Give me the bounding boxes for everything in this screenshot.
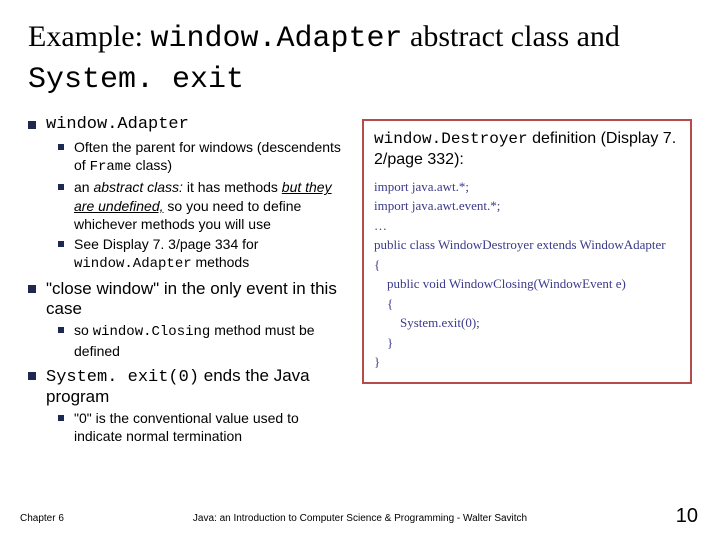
bullet-text: window.Adapter <box>46 115 189 134</box>
sub-bullet-text: an abstract class: it has methods but th… <box>74 178 348 233</box>
sub-bullet: so window.Closing method must be defined <box>58 321 348 359</box>
code-box: window.Destroyer definition (Display 7. … <box>362 119 692 384</box>
bullet-icon <box>28 121 36 129</box>
sub-bullet-text: See Display 7. 3/page 334 for window.Ada… <box>74 235 348 273</box>
sub-bullet-text: "0" is the conventional value used to in… <box>74 409 348 445</box>
sub-bullet: See Display 7. 3/page 334 for window.Ada… <box>58 235 348 273</box>
bullet-icon <box>58 184 64 190</box>
bullet-text: System. exit(0) ends the Java program <box>46 366 348 407</box>
bullet-close-window: "close window" in the only event in this… <box>28 279 348 319</box>
bullet-icon <box>58 415 64 421</box>
slide-title: Example: window.Adapter abstract class a… <box>28 18 692 99</box>
right-column: window.Destroyer definition (Display 7. … <box>362 113 692 447</box>
slide: Example: window.Adapter abstract class a… <box>0 0 720 540</box>
bullet-system-exit: System. exit(0) ends the Java program <box>28 366 348 407</box>
footer-book-title: Java: an Introduction to Computer Scienc… <box>193 513 527 524</box>
footer-chapter: Chapter 6 <box>20 513 64 524</box>
left-column: window.Adapter Often the parent for wind… <box>28 113 348 447</box>
sub-bullet: an abstract class: it has methods but th… <box>58 178 348 233</box>
bullet-text: "close window" in the only event in this… <box>46 279 348 319</box>
sub-bullet: Often the parent for windows (descendent… <box>58 138 348 176</box>
bullet-icon <box>28 285 36 293</box>
bullet-icon <box>58 144 64 150</box>
sub-bullet-text: so window.Closing method must be defined <box>74 321 348 359</box>
content-area: window.Adapter Often the parent for wind… <box>28 113 692 447</box>
bullet-icon <box>58 327 64 333</box>
sub-bullet: "0" is the conventional value used to in… <box>58 409 348 445</box>
bullet-icon <box>28 372 36 380</box>
code-listing: import java.awt.*;import java.awt.event.… <box>374 177 680 372</box>
bullet-icon <box>58 241 64 247</box>
code-box-header: window.Destroyer definition (Display 7. … <box>374 129 680 171</box>
sub-bullet-text: Often the parent for windows (descendent… <box>74 138 348 176</box>
footer-page-number: 10 <box>676 505 698 528</box>
bullet-windowadapter: window.Adapter <box>28 115 348 134</box>
